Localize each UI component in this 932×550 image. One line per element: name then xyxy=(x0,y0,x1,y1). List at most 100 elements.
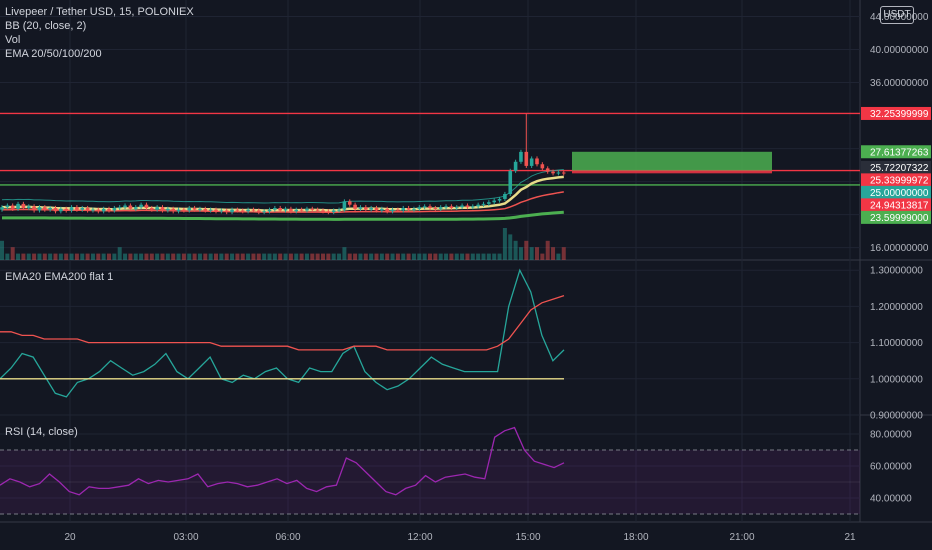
volume-bar xyxy=(48,253,53,260)
volume-bar xyxy=(374,253,379,260)
candle xyxy=(64,208,68,211)
candle xyxy=(117,207,122,209)
volume-bar xyxy=(160,253,165,260)
price-axis[interactable]: 16.0000000020.0000000036.0000000040.0000… xyxy=(861,12,931,505)
time-axis[interactable]: 20 03:00 06:00 12:00 15:00 18:00 21:00 21 xyxy=(64,532,856,543)
volume-bar xyxy=(331,253,336,260)
volume-bar xyxy=(5,253,10,260)
ema-flat-series-0 xyxy=(0,268,565,398)
volume-bar xyxy=(294,253,299,260)
volume-bar xyxy=(208,253,213,260)
symbol-title[interactable]: Livepeer / Tether USD, 15, POLONIEX xyxy=(5,6,194,18)
time-label-4: 15:00 xyxy=(515,532,540,543)
candle xyxy=(59,208,63,212)
candle xyxy=(10,205,15,209)
price-badge-5 xyxy=(861,198,931,212)
candle xyxy=(449,206,454,208)
volume-bar xyxy=(449,253,454,260)
price-badge-label-3: 25.33999972 xyxy=(870,175,929,186)
candle xyxy=(299,209,304,211)
candle xyxy=(91,209,95,211)
candle xyxy=(155,207,159,210)
ema-flat-series-1 xyxy=(0,294,565,351)
candle xyxy=(358,207,363,209)
volume-bar xyxy=(16,253,21,260)
volume-bar xyxy=(278,253,283,260)
candle xyxy=(540,164,545,169)
candle xyxy=(331,210,336,213)
candle xyxy=(43,207,47,210)
volume-bar xyxy=(230,253,235,260)
candle xyxy=(535,158,539,165)
volume-bar xyxy=(551,247,556,260)
candle xyxy=(471,206,475,208)
volume-bar xyxy=(513,240,518,260)
candle xyxy=(310,208,315,210)
ema-flat-pane[interactable] xyxy=(0,268,565,398)
candle xyxy=(497,198,502,201)
candle xyxy=(21,203,26,208)
candle xyxy=(428,206,432,208)
currency-button[interactable]: USDT xyxy=(880,6,914,24)
indicator-ema-label[interactable]: EMA 20/50/100/200 xyxy=(5,48,102,60)
ema-flat-legend[interactable]: EMA20 EMA200 flat 1 xyxy=(5,271,114,283)
candle xyxy=(519,151,523,162)
candle xyxy=(257,210,261,213)
candle xyxy=(438,207,443,209)
candle xyxy=(48,208,52,210)
position-stop-zone xyxy=(572,170,772,174)
volume-bar xyxy=(476,253,481,260)
candle xyxy=(347,201,352,205)
volume-bar xyxy=(262,253,267,260)
rsi-tick-label-1: 60.00000 xyxy=(870,462,912,473)
volume-bar xyxy=(460,253,465,260)
price-badge-1 xyxy=(861,145,931,159)
candle xyxy=(176,209,181,212)
candle xyxy=(5,205,10,208)
candle xyxy=(551,171,555,174)
volume-bar xyxy=(465,253,470,260)
candle xyxy=(160,207,165,211)
candle xyxy=(101,208,106,212)
price-badge-3 xyxy=(861,173,931,187)
candle xyxy=(80,208,85,210)
volume-bar xyxy=(21,253,26,260)
candle xyxy=(214,209,218,212)
price-badge-label-0: 32.25399999 xyxy=(870,109,929,120)
candle xyxy=(289,208,293,212)
price-pane[interactable] xyxy=(0,112,860,260)
volume-bar xyxy=(112,253,117,260)
volume-bar xyxy=(492,253,497,260)
rsi-legend[interactable]: RSI (14, close) xyxy=(5,426,78,438)
candle xyxy=(417,207,422,209)
ema-tick-label-0: 0.90000000 xyxy=(870,411,923,422)
volume-bar xyxy=(69,253,74,260)
price-badge-0 xyxy=(861,106,931,120)
candle xyxy=(524,151,529,166)
volume-bar xyxy=(32,253,37,260)
volume-bar xyxy=(181,253,186,260)
candle xyxy=(321,210,325,212)
candle xyxy=(342,201,347,210)
candle xyxy=(150,208,154,210)
candle xyxy=(166,208,170,211)
volume-bar xyxy=(369,253,374,260)
ema-tick-label-4: 1.30000000 xyxy=(870,266,923,277)
volume-bar xyxy=(251,253,256,260)
candle xyxy=(460,205,464,208)
time-label-1: 03:00 xyxy=(173,532,198,543)
volume-bar xyxy=(246,253,251,260)
volume-bar xyxy=(171,253,176,260)
time-label-6: 21:00 xyxy=(729,532,754,543)
rsi-pane[interactable] xyxy=(0,426,860,515)
indicator-vol-label[interactable]: Vol xyxy=(5,34,21,46)
candle xyxy=(267,209,272,212)
volume-bar xyxy=(310,253,315,260)
candle xyxy=(123,205,127,208)
time-label-7: 21 xyxy=(844,532,856,543)
candle xyxy=(208,209,213,211)
volume-bar xyxy=(139,253,144,260)
indicator-bb-label[interactable]: BB (20, close, 2) xyxy=(5,20,87,32)
volume-bar xyxy=(187,253,192,260)
